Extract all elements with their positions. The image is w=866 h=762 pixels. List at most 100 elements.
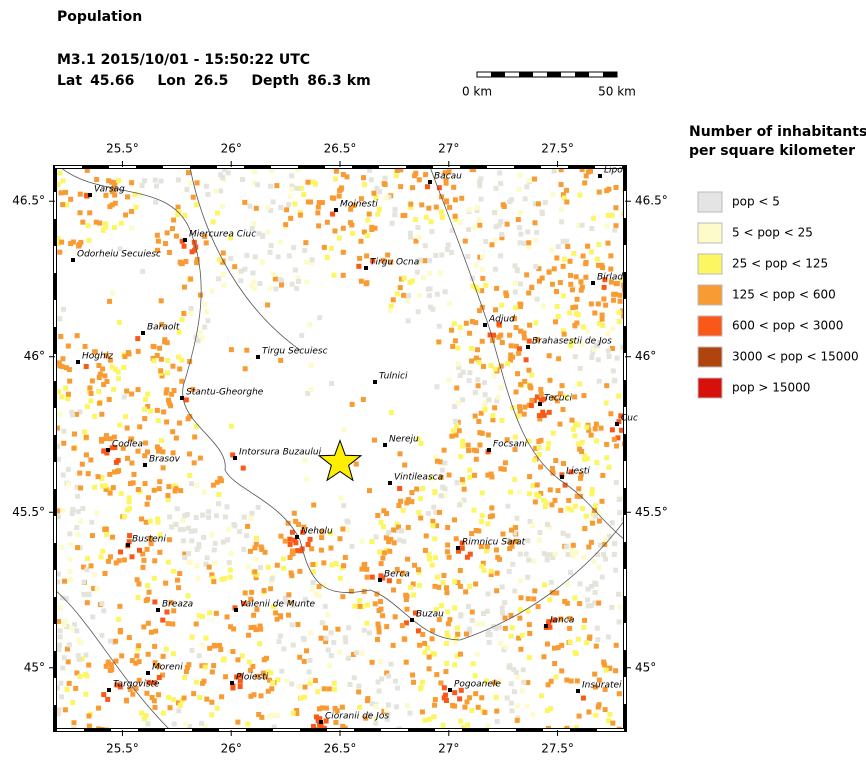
pop-cell (381, 708, 387, 714)
pop-cell (228, 347, 234, 353)
pop-cell (419, 709, 425, 715)
pop-cell (256, 231, 262, 237)
pop-cell (145, 651, 151, 657)
pop-cell (458, 613, 464, 619)
pop-cell (615, 591, 621, 597)
pop-cell (290, 642, 296, 648)
pop-cell (323, 705, 329, 711)
pop-cell (302, 684, 308, 690)
pop-cell (541, 303, 547, 309)
pop-cell (328, 380, 334, 386)
pop-cell (324, 219, 330, 225)
pop-cell (612, 227, 618, 233)
pop-cell (310, 179, 316, 185)
pop-cell (499, 231, 505, 237)
pop-cell (140, 564, 146, 570)
pop-cell (104, 531, 110, 537)
pop-cell (454, 653, 460, 659)
pop-cell (207, 645, 213, 651)
pop-cell (107, 554, 113, 560)
scale-label: 0 km (462, 85, 492, 99)
pop-cell (572, 421, 578, 427)
pop-cell (443, 692, 449, 698)
pop-cell (585, 169, 591, 175)
pop-cell (153, 199, 159, 205)
pop-cell (481, 610, 487, 616)
pop-cell (460, 438, 466, 444)
pop-cell (517, 303, 523, 309)
pop-cell (249, 589, 255, 595)
pop-cell (549, 281, 555, 287)
pop-cell (518, 595, 524, 601)
pop-cell (599, 312, 605, 318)
pop-cell (225, 537, 231, 543)
city-label: Nereju (389, 435, 419, 445)
pop-cell (441, 685, 447, 691)
pop-cell (512, 447, 518, 453)
pop-cell (134, 577, 140, 583)
pop-cell (601, 659, 607, 665)
pop-cell (498, 640, 504, 646)
pop-cell (479, 266, 485, 272)
pop-cell (436, 584, 442, 590)
pop-cell (527, 383, 533, 389)
pop-cell (235, 719, 241, 725)
legend-label: 3000 < pop < 15000 (732, 350, 859, 364)
pop-cell (364, 574, 370, 580)
pop-cell (60, 356, 66, 362)
pop-cell (438, 209, 444, 215)
pop-cell (393, 173, 399, 179)
pop-cell (145, 620, 151, 626)
pop-cell (359, 650, 365, 656)
city-label: Hoghiz (82, 352, 113, 362)
pop-cell (193, 423, 199, 429)
pop-cell (246, 632, 252, 638)
pop-cell (101, 448, 107, 454)
pop-cell (307, 680, 313, 686)
pop-cell (545, 621, 551, 627)
pop-cell (576, 222, 582, 228)
pop-cell (443, 180, 449, 186)
pop-cell (375, 679, 381, 685)
pop-cell (498, 218, 504, 224)
pop-cell (512, 476, 518, 482)
pop-cell (609, 520, 615, 526)
pop-cell (614, 443, 620, 449)
city-marker (334, 208, 338, 212)
pop-cell (150, 343, 156, 349)
pop-cell (303, 476, 309, 482)
pop-cell (372, 225, 378, 231)
pop-cell (592, 580, 598, 586)
pop-cell (328, 630, 334, 636)
pop-cell (500, 531, 506, 537)
pop-cell (466, 227, 472, 233)
pop-cell (595, 262, 601, 268)
pop-cell (85, 223, 91, 229)
pop-cell (74, 484, 80, 490)
pop-cell (577, 581, 583, 587)
pop-cell (484, 608, 490, 614)
pop-cell (473, 320, 479, 326)
pop-cell (222, 514, 228, 520)
scale-bar-seg (603, 72, 617, 77)
pop-cell (109, 364, 115, 370)
pop-cell (55, 642, 61, 648)
pop-cell (525, 538, 531, 544)
pop-cell (96, 375, 102, 381)
pop-cell (209, 669, 215, 675)
title: Population (57, 9, 142, 25)
pop-cell (477, 183, 483, 189)
pop-cell (492, 266, 498, 272)
pop-cell (568, 343, 574, 349)
pop-cell (302, 596, 308, 602)
pop-cell (107, 471, 113, 477)
pop-cell (452, 213, 458, 219)
pop-cell (182, 513, 188, 519)
pop-cell (418, 685, 424, 691)
pop-cell (579, 506, 585, 512)
pop-cell (176, 708, 182, 714)
city-label: Lipo (604, 166, 623, 176)
pop-cell (532, 499, 538, 505)
pop-cell (319, 529, 325, 535)
pop-cell (69, 409, 75, 415)
